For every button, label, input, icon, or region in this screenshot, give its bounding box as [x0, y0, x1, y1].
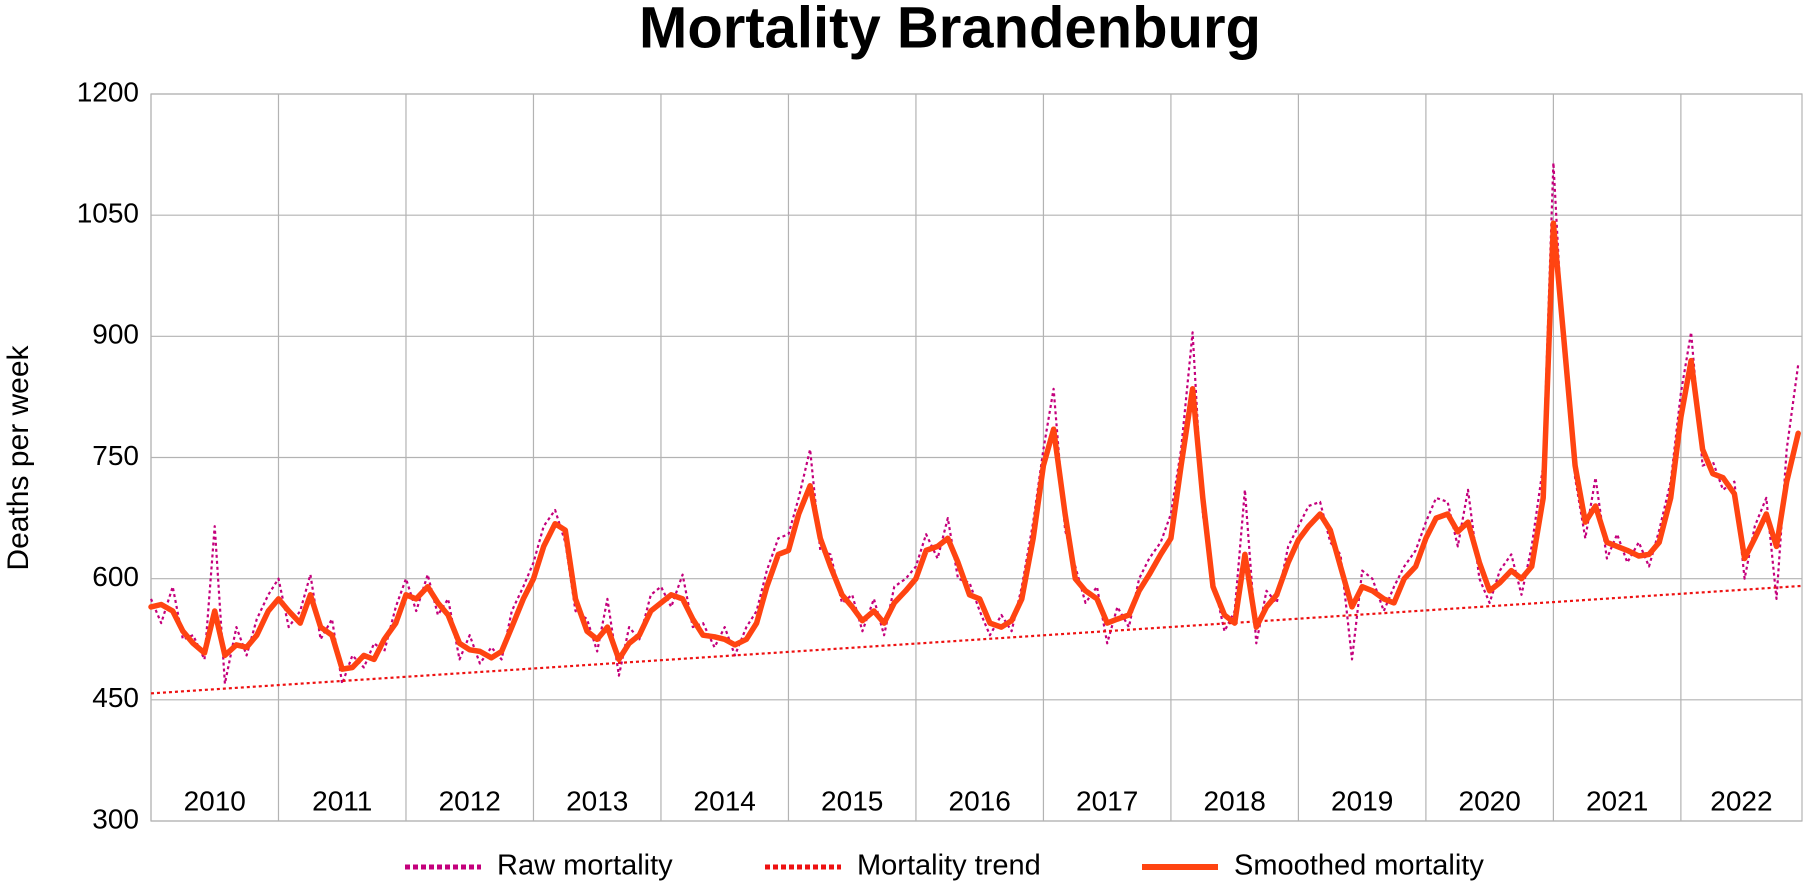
- y-axis-label: Deaths per week: [2, 344, 35, 570]
- y-tick-label: 450: [92, 682, 139, 713]
- plot-lines: [148, 161, 1803, 695]
- x-tick-label: 2010: [184, 785, 246, 816]
- x-tick-label: 2022: [1710, 785, 1772, 816]
- y-tick-label: 900: [92, 319, 139, 350]
- y-tick-label: 600: [92, 561, 139, 592]
- y-tick-label: 1200: [77, 76, 139, 107]
- x-tick-label: 2012: [439, 785, 501, 816]
- x-tick-label: 2014: [694, 785, 756, 816]
- x-tick-label: 2017: [1076, 785, 1138, 816]
- y-tick-label: 300: [92, 803, 139, 834]
- x-tick-label: 2020: [1459, 785, 1521, 816]
- x-tick-label: 2011: [312, 785, 372, 816]
- series-line: [148, 220, 1801, 672]
- x-tick-label: 2013: [566, 785, 628, 816]
- chart-title: Mortality Brandenburg: [639, 0, 1261, 60]
- legend: Raw mortality Mortality trend Smoothed mor…: [405, 850, 1484, 882]
- legend-label: Smoothed mortality: [1234, 850, 1484, 882]
- x-tick-label: 2015: [821, 785, 883, 816]
- legend-label: Raw mortality: [497, 850, 673, 882]
- y-tick-label: 1050: [77, 198, 139, 229]
- legend-label: Mortality trend: [857, 850, 1041, 882]
- y-tick-label: 750: [92, 440, 139, 471]
- x-tick-label: 2018: [1204, 785, 1266, 816]
- x-tick-label: 2021: [1586, 785, 1648, 816]
- grid: 300 450 600 750 900 1050 1200 2010 2011 2012 2013 2…: [77, 76, 1803, 834]
- x-tick-label: 2019: [1331, 785, 1393, 816]
- x-tick-label: 2016: [949, 785, 1011, 816]
